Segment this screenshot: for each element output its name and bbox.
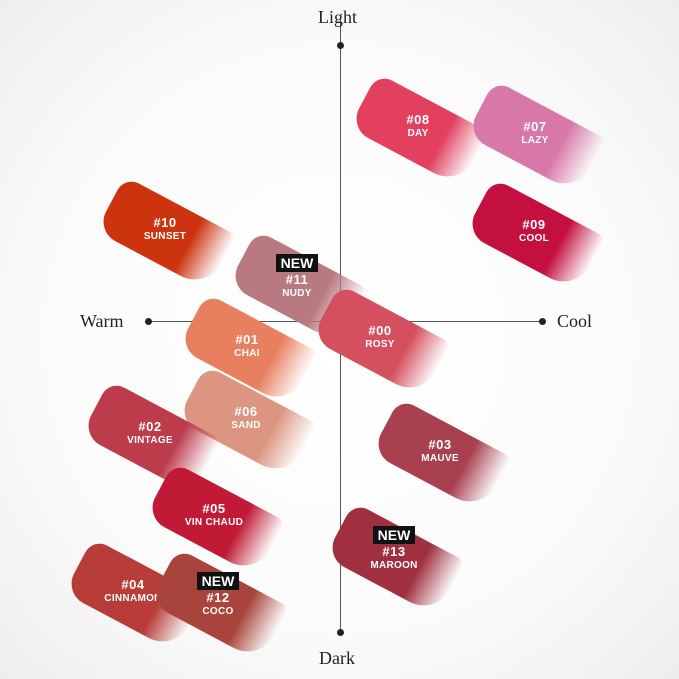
shade-label: #05 VIN CHAUD [154, 501, 274, 528]
axis-label-cool: Cool [557, 311, 593, 331]
shade-label: #07 LAZY [475, 119, 595, 146]
shade-number: #03 [428, 437, 452, 452]
shade-label: NEW #13 MAROON [334, 526, 454, 572]
shade-label: #10 SUNSET [105, 215, 225, 242]
shade-name: MAUVE [421, 452, 459, 464]
shade-label: NEW #11 NUDY [237, 254, 357, 300]
shade-number: #13 [382, 544, 406, 560]
shade-label: #08 DAY [358, 112, 478, 139]
shade-name: COOL [518, 232, 550, 244]
shade-name: COCO [202, 606, 234, 618]
shade-number: #04 [121, 577, 145, 592]
shade-name: ROSY [365, 338, 395, 350]
axis-label-warm: Warm [80, 311, 124, 331]
new-badge: NEW [196, 572, 240, 591]
shade-number: #10 [153, 215, 177, 230]
shade-number: #09 [522, 217, 546, 232]
shade-number: #05 [202, 501, 226, 516]
shade-label: #04 CINNAMON [73, 577, 193, 604]
axis-dot-right [539, 318, 546, 325]
axis-dot-bottom [337, 629, 344, 636]
shade-name: DAY [407, 127, 429, 139]
shade-name: MAROON [370, 560, 418, 572]
shade-name: SUNSET [143, 230, 187, 242]
shade-name: SAND [231, 419, 261, 431]
new-badge: NEW [275, 254, 319, 273]
new-badge: NEW [372, 526, 416, 545]
shade-number: #01 [235, 332, 259, 347]
shade-number: #02 [138, 419, 162, 434]
shade-label: #02 VINTAGE [90, 419, 210, 446]
shade-label: NEW #12 COCO [158, 572, 278, 618]
shade-number: #12 [206, 590, 230, 606]
shade-label: #00 ROSY [320, 323, 440, 350]
shade-label: #01 CHAI [187, 332, 307, 359]
shade-name: NUDY [282, 288, 312, 300]
shade-label: #09 COOL [474, 217, 594, 244]
axis-label-dark: Dark [319, 648, 355, 668]
shade-number: #11 [285, 272, 309, 288]
shade-number: #06 [234, 404, 258, 419]
shade-label: #06 SAND [186, 404, 306, 431]
shade-name: LAZY [521, 134, 549, 146]
shade-number: #07 [523, 119, 547, 134]
shade-name: VINTAGE [127, 434, 173, 446]
axis-dot-top [337, 42, 344, 49]
shade-number: #08 [406, 112, 430, 127]
shade-name: VIN CHAUD [184, 516, 244, 528]
axis-dot-left [145, 318, 152, 325]
axis-label-light: Light [318, 7, 357, 27]
shade-name: CHAI [234, 347, 260, 359]
shade-number: #00 [368, 323, 392, 338]
shade-name: CINNAMON [104, 592, 162, 604]
shade-label: #03 MAUVE [380, 437, 500, 464]
